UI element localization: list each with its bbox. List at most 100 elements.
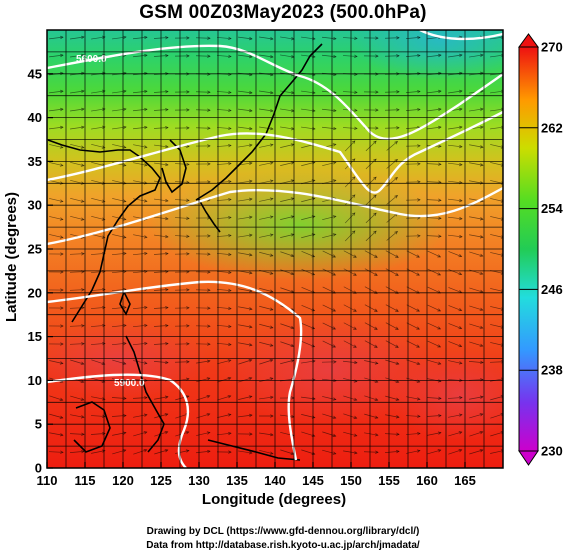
trough-region — [150, 170, 450, 280]
streamline-arrowhead — [479, 395, 484, 399]
streamline-segment — [364, 268, 378, 276]
streamline-arrowhead — [351, 230, 356, 234]
streamline-segment — [364, 340, 378, 348]
streamline-arrowhead — [228, 90, 232, 95]
streamline-arrowhead — [81, 449, 85, 454]
streamline-arrowhead — [227, 395, 232, 399]
streamline-arrowhead — [332, 451, 337, 455]
streamline-arrowhead — [417, 198, 421, 202]
streamline-arrowhead — [396, 126, 400, 130]
streamline-segment — [238, 198, 252, 202]
streamline-segment — [322, 233, 336, 239]
streamline-segment — [90, 343, 106, 345]
x-tick-label: 120 — [112, 473, 134, 488]
streamline-arrowhead — [269, 161, 274, 165]
streamline-arrowhead — [375, 450, 379, 454]
streamline-segment — [386, 213, 398, 223]
streamline-arrowhead — [417, 234, 421, 238]
streamline-arrowhead — [228, 36, 232, 41]
streamline-arrowhead — [228, 431, 232, 436]
streamline-arrowhead — [395, 344, 399, 348]
streamline-arrowhead — [122, 431, 127, 435]
streamline-segment — [301, 449, 315, 455]
streamline-arrowhead — [207, 90, 211, 94]
streamline-arrowhead — [374, 397, 379, 401]
streamline-arrowhead — [248, 215, 253, 219]
streamline-arrowhead — [269, 179, 274, 183]
contour-5600 — [47, 44, 503, 141]
streamline-arrowhead — [354, 360, 358, 365]
streamline-arrowhead — [416, 344, 420, 348]
streamline-segment — [469, 162, 483, 166]
streamline-segment — [386, 141, 398, 151]
streamline-segment — [469, 396, 483, 400]
streamline-segment — [111, 288, 127, 292]
streamline-segment — [217, 414, 231, 418]
streamline-arrowhead — [395, 272, 399, 276]
streamline-arrowhead — [185, 449, 190, 453]
streamline-segment — [49, 162, 63, 166]
colorbar-tick-label: 238 — [541, 363, 563, 378]
streamline-segment — [490, 252, 503, 256]
streamline-segment — [216, 306, 232, 310]
y-tick-label: 5 — [35, 417, 42, 432]
streamline-arrowhead — [122, 199, 127, 203]
streamline-segment — [301, 304, 315, 312]
streamline-arrowhead — [122, 107, 127, 112]
streamline-segment — [259, 323, 273, 329]
streamline-segment — [216, 37, 232, 39]
streamline-arrowhead — [80, 107, 85, 112]
streamline-segment — [426, 163, 442, 165]
streamline-arrowhead — [353, 290, 357, 294]
streamline-segment — [301, 431, 315, 437]
streamline-segment — [238, 180, 252, 184]
streamline-segment — [259, 432, 273, 436]
streamline-segment — [280, 126, 294, 130]
latitude-axis: 0 5 10 15 20 25 30 35 40 45 — [28, 66, 53, 476]
streamline-segment — [490, 450, 503, 454]
streamline-segment — [280, 162, 294, 166]
streamline-segment — [70, 36, 84, 40]
streamline-arrowhead — [144, 251, 148, 256]
streamline-arrowhead — [479, 343, 484, 347]
streamline-segment — [133, 180, 147, 184]
y-tick-label: 40 — [28, 110, 42, 125]
streamline-arrowhead — [143, 413, 148, 417]
streamline-segment — [69, 325, 85, 327]
streamline-segment — [238, 54, 252, 58]
streamline-arrowhead — [80, 415, 85, 419]
streamline-arrowhead — [458, 361, 463, 365]
streamline-segment — [196, 360, 210, 364]
streamline-arrowhead — [437, 272, 442, 276]
streamline-arrowhead — [60, 252, 64, 256]
streamline-arrowhead — [269, 271, 274, 275]
streamline-segment — [385, 359, 399, 365]
streamline-arrowhead — [332, 326, 337, 330]
streamline-segment — [363, 451, 379, 453]
streamline-arrowhead — [353, 308, 357, 312]
streamline-segment — [216, 127, 232, 129]
streamline-arrowhead — [228, 270, 232, 275]
streamline-arrowhead — [417, 144, 421, 148]
streamline-arrowhead — [60, 288, 64, 292]
streamline-segment — [69, 343, 85, 345]
streamline-arrowhead — [206, 359, 211, 363]
x-tick-label: 145 — [302, 473, 324, 488]
streamline-segment — [427, 126, 441, 130]
streamline-segment — [280, 54, 294, 58]
streamline-segment — [112, 198, 126, 202]
streamline-arrowhead — [374, 272, 378, 276]
streamline-segment — [343, 286, 357, 294]
colorbar-tick-label: 246 — [541, 282, 563, 297]
streamline-arrowhead — [374, 254, 378, 258]
streamline-arrowhead — [269, 377, 274, 381]
streamline-segment — [216, 91, 232, 93]
streamline-arrowhead — [458, 449, 463, 453]
streamline-segment — [259, 341, 273, 347]
streamline-segment — [469, 54, 483, 58]
streamline-arrowhead — [351, 194, 356, 198]
streamline-arrowhead — [332, 433, 337, 437]
streamline-arrowhead — [269, 54, 274, 59]
streamline-segment — [490, 431, 503, 437]
streamline-segment — [132, 306, 148, 310]
